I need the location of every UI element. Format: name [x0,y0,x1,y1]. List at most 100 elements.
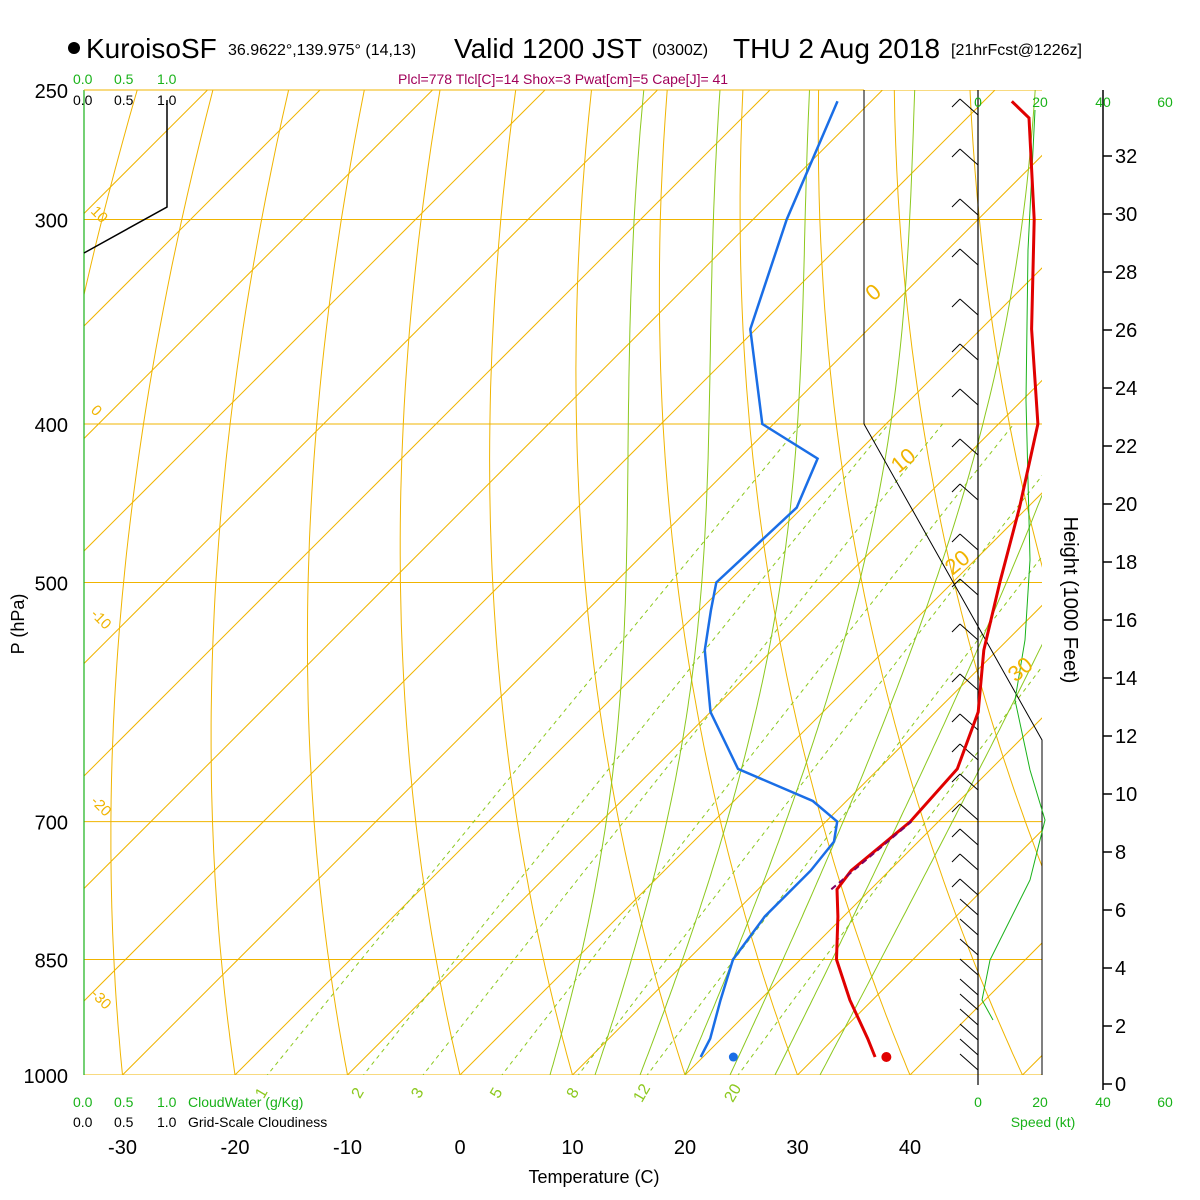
pressure-tick-1000: 1000 [24,1066,69,1088]
isotherm-label: -30 [87,986,114,1013]
temp-tick: -20 [221,1137,250,1159]
wind-barb [959,713,979,731]
station-coords: 36.9622°,139.975° (14,13) [228,42,416,59]
speed-bottom-tick-3: 60 [1157,1094,1173,1110]
sounding-profiles [699,100,1040,1063]
cloudwater-tick-2: 1.0 [157,71,177,87]
speed-bottom-tick-0: 0 [974,1094,982,1110]
cloudiness-tick-1: 0.5 [114,92,134,108]
dry-adiabat-line [658,90,799,1075]
isotherm-label: -10 [87,606,114,633]
thermo-diagram-background [84,61,1200,1110]
moist-adiabat-line [684,90,916,1075]
moist-adiabat-line [819,643,1042,1075]
isotherm-line [84,90,771,777]
isotherm-line [1022,1054,1042,1075]
cloudiness-profile [83,100,168,254]
wind-barb [959,438,979,456]
wind-barb [959,198,979,216]
dry-adiabat-line [739,90,911,1075]
dry-adiabat-line [110,90,214,1075]
wind-barb [959,148,979,166]
dry-adiabat-line [575,90,686,1075]
dry-adiabat-line [399,90,461,1075]
wind-barb-flag [951,198,961,208]
speed-top-tick-3: 60 [1157,94,1173,110]
wind-barb [959,388,979,406]
y2-axis-title: Height (1000 Feet) [1059,517,1081,684]
cloudiness-bottom-tick-0: 0.0 [73,1114,93,1130]
isotherm-line [84,90,433,440]
temp-tick: 40 [899,1137,921,1159]
dry-adiabat-line [817,90,1024,1075]
wind-barb-flag [951,828,961,838]
mixing-ratio-line [422,423,943,1075]
wind-barb [959,98,979,116]
wind-barb [959,533,979,551]
wind-barb [959,898,979,916]
mixing-ratio-label: 3 [408,1085,427,1101]
mixing-ratio-label: 20 [722,1081,746,1105]
isotherm-line [572,604,1042,1075]
height-tick-label: 26 [1115,320,1137,342]
mixing-ratio-line [737,665,1042,1075]
moist-adiabat-line [729,90,1036,1075]
isotherm-line [84,90,658,665]
dry-adiabat-line [969,90,1042,568]
dry-adiabat-line [84,90,138,297]
temp-tick: -10 [333,1137,362,1159]
temp-tick: 30 [786,1137,808,1159]
isotherm-line [234,267,1042,1075]
wind-barb-flag [951,388,961,398]
speed-label: Speed (kt) [1011,1114,1076,1130]
mixing-ratio-label: 12 [631,1081,655,1105]
wind-barb-flag [951,743,961,753]
wind-barb-flag [951,438,961,448]
isotherm-line [84,90,996,1002]
cloudiness-label: Grid-Scale Cloudiness [188,1114,327,1130]
isotherm-line [459,492,1042,1075]
isotherm-line [347,379,1042,1075]
dry-adiabat-line [210,90,290,1075]
pressure-tick-250: 250 [35,81,68,103]
wind-barb [959,1023,979,1041]
height-tick-label: 22 [1115,436,1137,458]
wind-panel [951,90,1046,1085]
dry-adiabat-line [1193,61,1200,1110]
speed-top-tick-2: 40 [1095,94,1111,110]
dry-adiabat-label: 20 [940,545,975,580]
wind-barb [959,483,979,501]
wind-barb-flag [951,773,961,783]
speed-axis: 0 20 40 60 0 20 40 60 Speed (kt) [974,94,1173,1130]
cloudwater-tick-1: 0.5 [114,71,134,87]
mixing-ratio-line [501,423,1015,1075]
wind-barb [959,743,979,761]
wind-barb [959,1053,979,1071]
wind-barb [959,673,979,691]
wind-barb [959,878,979,896]
dewpoint-profile [699,100,839,1058]
moist-adiabat-line [594,90,721,1075]
wind-barb-flag [951,148,961,158]
height-tick-label: 30 [1115,204,1137,226]
pressure-tick-300: 300 [35,211,68,233]
speed-bottom-tick-1: 20 [1032,1094,1048,1110]
wind-barb-flag [951,98,961,108]
dry-adiabat-line [893,90,1042,868]
plot-frame [83,89,1043,1075]
wind-barb [959,773,979,791]
temp-tick: 20 [674,1137,696,1159]
height-tick-label: 4 [1115,958,1126,980]
wind-barb-flag [951,878,961,888]
cloudwater-bottom-tick-0: 0.0 [73,1094,93,1110]
wind-barb [959,1008,979,1026]
cloudwater-label: CloudWater (g/Kg) [188,1094,303,1110]
height-tick-label: 6 [1115,900,1126,922]
height-tick-label: 2 [1115,1016,1126,1038]
mixing-ratio-line [362,423,889,1075]
cloud-legend-top: 0.0 0.5 1.0 0.0 0.5 1.0 [73,71,177,108]
wind-barb [959,918,979,936]
isotherm-label: -20 [87,793,114,820]
wind-barb [959,248,979,266]
